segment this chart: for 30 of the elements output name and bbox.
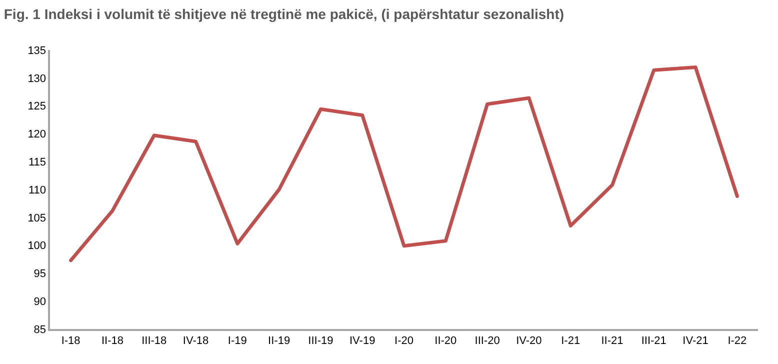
x-tick-label: II-21 — [601, 334, 624, 347]
x-tick-label: I-18 — [61, 334, 80, 347]
y-tick-label: 115 — [28, 156, 46, 168]
x-tick-label: IV-18 — [182, 334, 209, 347]
x-tick-label: III-21 — [641, 334, 666, 347]
y-tick-label: 105 — [28, 212, 46, 224]
y-tick-label: 125 — [28, 100, 46, 113]
x-tick-label: IV-20 — [516, 334, 542, 347]
y-tick-label: 130 — [28, 72, 46, 85]
x-tick-label: III-19 — [308, 334, 334, 347]
y-tick-label: 110 — [28, 184, 46, 196]
y-tick-label: 85 — [34, 324, 46, 336]
x-tick-label: I-19 — [228, 334, 247, 347]
y-tick-label: 95 — [34, 268, 46, 280]
x-tick-label: IV-21 — [682, 334, 708, 347]
x-tick-label: II-20 — [434, 334, 457, 347]
y-tick-label: 135 — [28, 44, 46, 57]
x-tick-label: I-21 — [561, 334, 580, 347]
line-series — [69, 66, 739, 262]
x-tick-label: III-20 — [474, 334, 500, 347]
x-tick-label: III-18 — [142, 334, 167, 347]
chart-title: Fig. 1 Indeksi i volumit të shitjeve në tregtinë me pakicë, (i papërshtatur sezonalisht) — [4, 6, 564, 22]
x-tick-label: II-18 — [101, 334, 124, 347]
x-tick-label: IV-19 — [350, 334, 376, 347]
x-tick-label: I-20 — [394, 334, 414, 347]
y-tick-label: 120 — [28, 128, 46, 141]
y-tick-label: 90 — [34, 296, 46, 308]
y-tick-label: 100 — [28, 240, 46, 252]
x-tick-label: II-19 — [268, 334, 290, 347]
x-tick-label: I-22 — [728, 334, 747, 347]
